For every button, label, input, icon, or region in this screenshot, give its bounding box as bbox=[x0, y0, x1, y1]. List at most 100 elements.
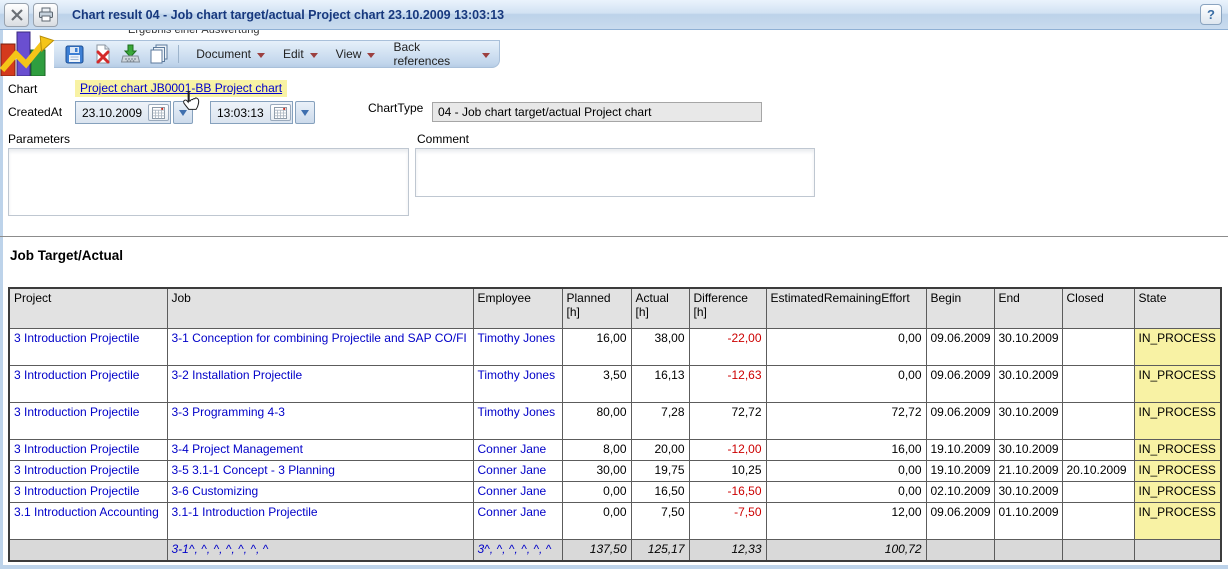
footer-project bbox=[8, 538, 168, 562]
employee-link[interactable]: Conner Jane bbox=[472, 480, 563, 503]
chevron-down-icon bbox=[179, 109, 188, 116]
chevron-down-icon bbox=[367, 52, 376, 58]
footer-planned-total: 137,50 bbox=[561, 538, 632, 562]
employee-link[interactable]: Conner Jane bbox=[472, 459, 563, 482]
project-link[interactable]: 3 Introduction Projectile bbox=[8, 401, 168, 440]
cell-end: 30.10.2009 bbox=[993, 327, 1063, 366]
employee-link[interactable]: Timothy Jones bbox=[472, 364, 563, 403]
time-dropdown-button[interactable] bbox=[294, 101, 315, 124]
status-badge: IN_PROCESS bbox=[1133, 401, 1222, 440]
menu-document-label: Document bbox=[196, 47, 251, 61]
footer-job-aggregate[interactable]: 3-1^, ^, ^, ^, ^, ^, ^ bbox=[166, 538, 474, 562]
cell-closed bbox=[1061, 364, 1135, 403]
toolbar-separator bbox=[178, 45, 180, 63]
project-link[interactable]: 3 Introduction Projectile bbox=[8, 327, 168, 366]
job-link[interactable]: 3-3 Programming 4-3 bbox=[166, 401, 474, 440]
save-icon bbox=[65, 45, 84, 63]
delete-icon bbox=[96, 44, 110, 64]
cell-end: 30.10.2009 bbox=[993, 480, 1063, 503]
employee-link[interactable]: Timothy Jones bbox=[472, 327, 563, 366]
time-field[interactable]: 13:03:13 bbox=[210, 101, 293, 124]
table-row: 3 Introduction Projectile 3-6 Customizin… bbox=[8, 480, 1222, 503]
col-header-estimated-remaining-effort: EstimatedRemainingEffort bbox=[765, 287, 927, 329]
clipped-caption: Ergebnis einer Auswertung bbox=[128, 30, 260, 36]
menu-back-references[interactable]: Back references bbox=[393, 40, 490, 68]
cell-estimated: 0,00 bbox=[765, 480, 927, 503]
cell-estimated: 0,00 bbox=[765, 364, 927, 403]
copy-button[interactable] bbox=[148, 44, 169, 64]
bar-chart-logo-icon bbox=[0, 31, 55, 77]
job-link[interactable]: 3-4 Project Management bbox=[166, 438, 474, 461]
employee-link[interactable]: Timothy Jones bbox=[472, 401, 563, 440]
cell-difference: 10,25 bbox=[688, 459, 767, 482]
employee-link[interactable]: Conner Jane bbox=[472, 501, 563, 540]
cell-actual: 16,50 bbox=[630, 480, 690, 503]
project-link[interactable]: 3.1 Introduction Accounting bbox=[8, 501, 168, 540]
employee-link[interactable]: Conner Jane bbox=[472, 438, 563, 461]
status-badge: IN_PROCESS bbox=[1133, 438, 1222, 461]
cell-actual: 7,50 bbox=[630, 501, 690, 540]
calendar-icon bbox=[273, 106, 287, 119]
cell-estimated: 0,00 bbox=[765, 459, 927, 482]
cursor-hand-icon bbox=[180, 90, 202, 121]
chart-link[interactable]: Project chart JB0001-BB Project chart bbox=[75, 80, 288, 97]
date-value: 23.10.2009 bbox=[82, 105, 143, 120]
menu-view[interactable]: View bbox=[336, 47, 376, 61]
close-icon bbox=[10, 8, 23, 21]
date-field[interactable]: 23.10.2009 bbox=[75, 101, 172, 124]
cell-actual: 20,00 bbox=[630, 438, 690, 461]
project-link[interactable]: 3 Introduction Projectile bbox=[8, 364, 168, 403]
col-header-employee: Employee bbox=[472, 287, 563, 329]
job-link[interactable]: 3.1-1 Introduction Projectile bbox=[166, 501, 474, 540]
window-frame-bottom bbox=[0, 565, 1228, 569]
parameters-textarea[interactable] bbox=[8, 148, 409, 216]
cell-estimated: 12,00 bbox=[765, 501, 927, 540]
menu-document[interactable]: Document bbox=[196, 47, 265, 61]
col-header-planned: Planned [h] bbox=[561, 287, 632, 329]
cell-planned: 80,00 bbox=[561, 401, 632, 440]
import-button[interactable] bbox=[120, 44, 141, 64]
footer-employee-aggregate[interactable]: 3^, ^, ^, ^, ^, ^ bbox=[472, 538, 563, 562]
footer-begin bbox=[925, 538, 995, 562]
cell-begin: 19.10.2009 bbox=[925, 438, 995, 461]
menu-edit[interactable]: Edit bbox=[283, 47, 318, 61]
calendar-button[interactable] bbox=[148, 104, 170, 121]
cell-closed: 20.10.2009 bbox=[1061, 459, 1135, 482]
comment-textarea[interactable] bbox=[415, 148, 815, 197]
save-button[interactable] bbox=[64, 44, 85, 64]
cell-end: 21.10.2009 bbox=[993, 459, 1063, 482]
cell-estimated: 0,00 bbox=[765, 327, 927, 366]
cell-planned: 16,00 bbox=[561, 327, 632, 366]
col-header-job: Job bbox=[166, 287, 474, 329]
close-button[interactable] bbox=[4, 2, 29, 27]
job-link[interactable]: 3-5 3.1-1 Concept - 3 Planning bbox=[166, 459, 474, 482]
status-badge: IN_PROCESS bbox=[1133, 501, 1222, 540]
chevron-down-icon bbox=[481, 52, 490, 58]
time-value: 13:03:13 bbox=[217, 105, 264, 120]
print-button[interactable] bbox=[33, 2, 58, 27]
job-link[interactable]: 3-6 Customizing bbox=[166, 480, 474, 503]
project-link[interactable]: 3 Introduction Projectile bbox=[8, 459, 168, 482]
status-badge: IN_PROCESS bbox=[1133, 364, 1222, 403]
cell-difference: 72,72 bbox=[688, 401, 767, 440]
table-row: 3.1 Introduction Accounting 3.1-1 Introd… bbox=[8, 501, 1222, 540]
project-link[interactable]: 3 Introduction Projectile bbox=[8, 438, 168, 461]
cell-difference: -12,63 bbox=[688, 364, 767, 403]
cell-actual: 16,13 bbox=[630, 364, 690, 403]
footer-estimated-total: 100,72 bbox=[765, 538, 927, 562]
col-header-end: End bbox=[993, 287, 1063, 329]
project-link[interactable]: 3 Introduction Projectile bbox=[8, 480, 168, 503]
copy-icon bbox=[150, 44, 168, 64]
job-link[interactable]: 3-2 Installation Projectile bbox=[166, 364, 474, 403]
help-button[interactable]: ? bbox=[1200, 4, 1222, 25]
cell-closed bbox=[1061, 501, 1135, 540]
col-header-difference: Difference [h] bbox=[688, 287, 767, 329]
calendar-button[interactable] bbox=[269, 104, 291, 121]
delete-button[interactable] bbox=[92, 44, 113, 64]
cell-actual: 7,28 bbox=[630, 401, 690, 440]
status-badge: IN_PROCESS bbox=[1133, 480, 1222, 503]
cell-closed bbox=[1061, 401, 1135, 440]
job-link[interactable]: 3-1 Conception for combining Projectile … bbox=[166, 327, 474, 366]
footer-actual-total: 125,17 bbox=[630, 538, 690, 562]
